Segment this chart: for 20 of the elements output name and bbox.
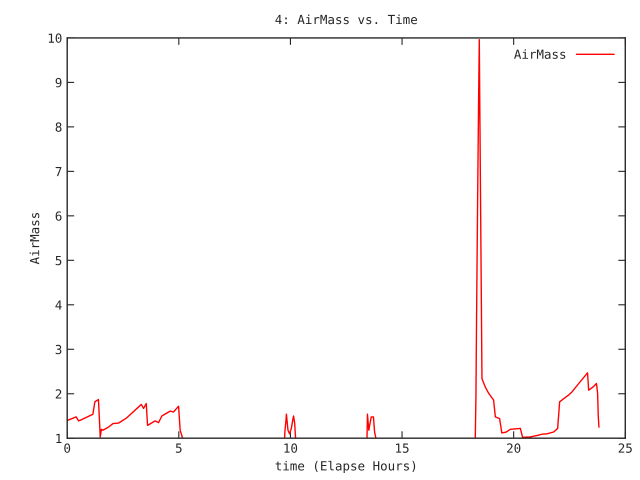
legend-label: AirMass (514, 49, 566, 59)
y-tick-label: 1 (56, 434, 62, 444)
chart-title: 4: AirMass vs. Time (275, 14, 417, 24)
y-tick-label: 2 (56, 389, 62, 399)
y-tick-label: 10 (48, 33, 62, 43)
x-tick-label: 15 (396, 444, 409, 453)
x-tick-label: 10 (284, 443, 298, 453)
y-tick-label: 3 (56, 344, 62, 354)
x-tick-label: 5 (176, 444, 182, 453)
y-tick-label: 7 (56, 167, 62, 176)
y-tick-label: 5 (56, 256, 62, 266)
y-tick-label: 9 (56, 78, 62, 88)
x-tick-label: 0 (64, 443, 70, 453)
x-axis-title: time (Elapse Hours) (276, 460, 416, 473)
x-tick-label: 20 (507, 443, 520, 453)
y-axis-title: AirMass (30, 212, 40, 264)
y-tick-label: 8 (56, 122, 62, 132)
y-tick-label: 4 (55, 300, 62, 310)
y-tick-label: 6 (56, 211, 62, 221)
x-tick-label: 25 (618, 443, 632, 453)
